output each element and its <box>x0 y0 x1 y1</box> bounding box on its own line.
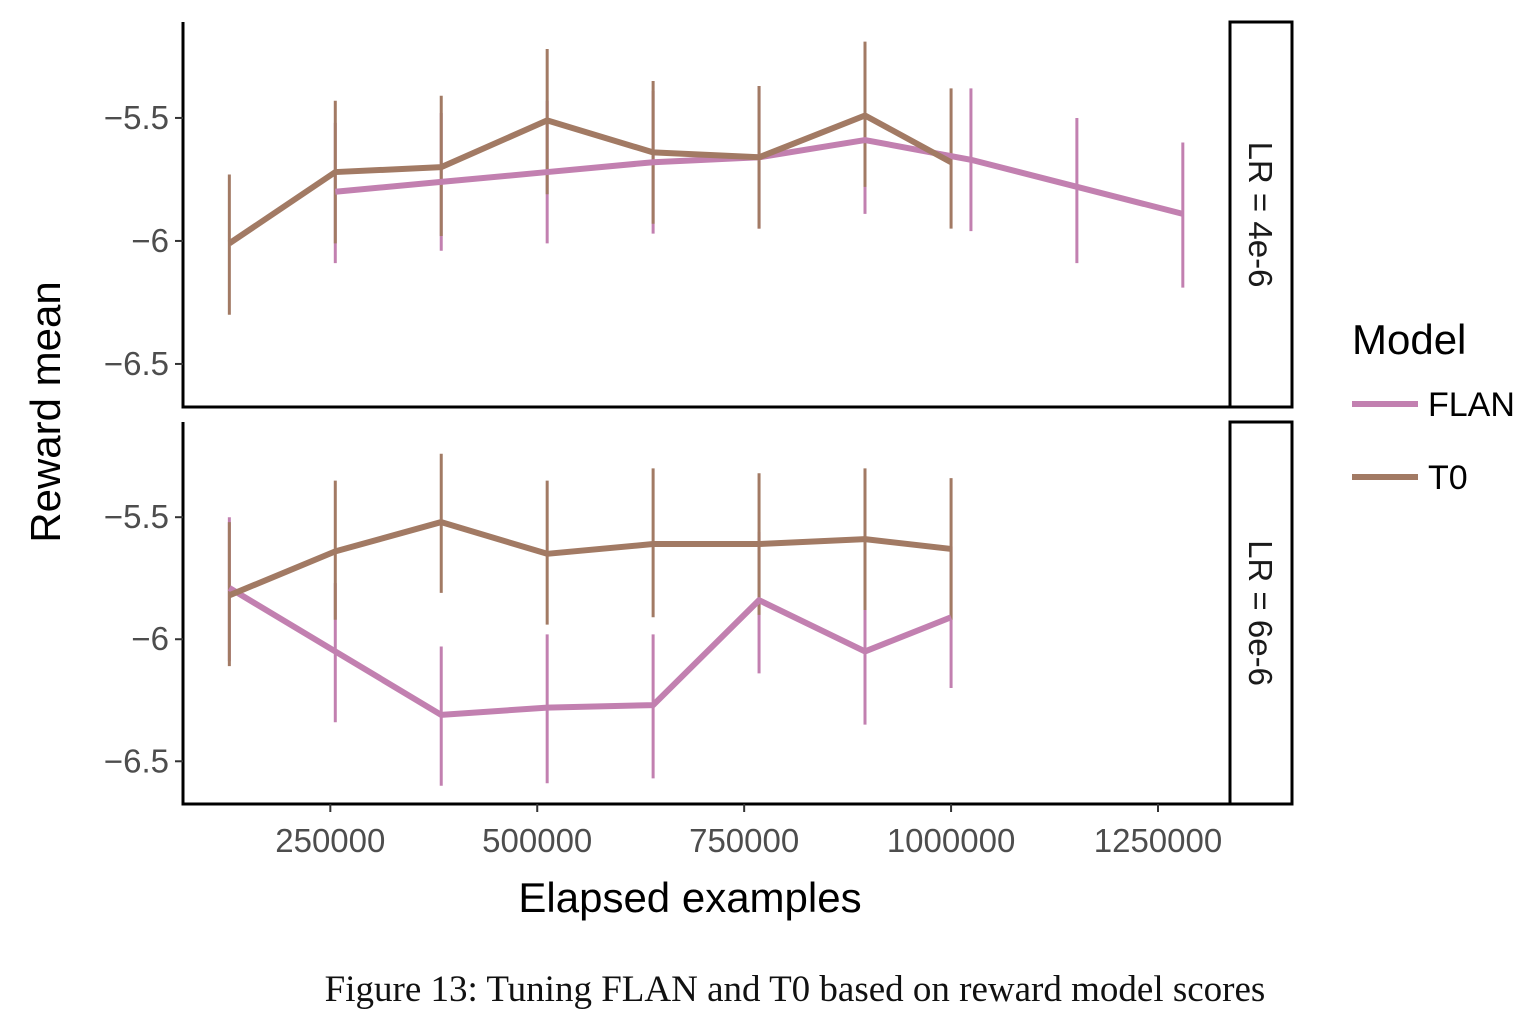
x-tick-label: 1250000 <box>1094 822 1222 859</box>
y-tick-label: −5.5 <box>104 498 169 535</box>
legend-label-flan: FLAN <box>1428 386 1515 424</box>
facet-strip-label: LR = 6e-6 <box>1242 540 1279 686</box>
x-axis: 250000 500000 750000 1000000 1250000 <box>275 804 1222 859</box>
panel-2: −5.5 −6 −6.5 LR = 6e-6 <box>104 420 1294 806</box>
faceted-line-chart: −5.5 −6 −6.5 LR = 4e-6 −5.5 −6 −6.5 LR = 6e-6 2… <box>22 20 1515 921</box>
y-tick-label: −6.5 <box>104 345 169 382</box>
panel-1: −5.5 −6 −6.5 LR = 4e-6 <box>104 20 1294 409</box>
x-tick-label: 750000 <box>689 822 799 859</box>
y-tick-label: −5.5 <box>104 99 169 136</box>
y-tick-label: −6 <box>131 222 169 259</box>
facet-strip <box>1228 420 1294 806</box>
facet-strip <box>1228 20 1294 409</box>
x-tick-label: 500000 <box>482 822 592 859</box>
legend-label-t0: T0 <box>1428 459 1468 497</box>
series-line-flan <box>227 585 953 718</box>
y-axis-label: Reward mean <box>22 281 69 542</box>
series-line-t0 <box>228 519 952 599</box>
x-tick-label: 1000000 <box>887 822 1015 859</box>
figure-caption: Figure 13: Tuning FLAN and T0 based on r… <box>324 969 1266 1010</box>
y-tick-label: −6 <box>131 620 169 657</box>
series-line-t0 <box>227 112 953 246</box>
legend: Model FLAN T0 <box>1352 316 1515 497</box>
x-axis-label: Elapsed examples <box>518 874 861 921</box>
y-tick-label: −6.5 <box>104 742 169 779</box>
x-tick-label: 250000 <box>275 822 385 859</box>
facet-strip-label: LR = 4e-6 <box>1242 142 1279 288</box>
legend-title: Model <box>1352 316 1466 363</box>
